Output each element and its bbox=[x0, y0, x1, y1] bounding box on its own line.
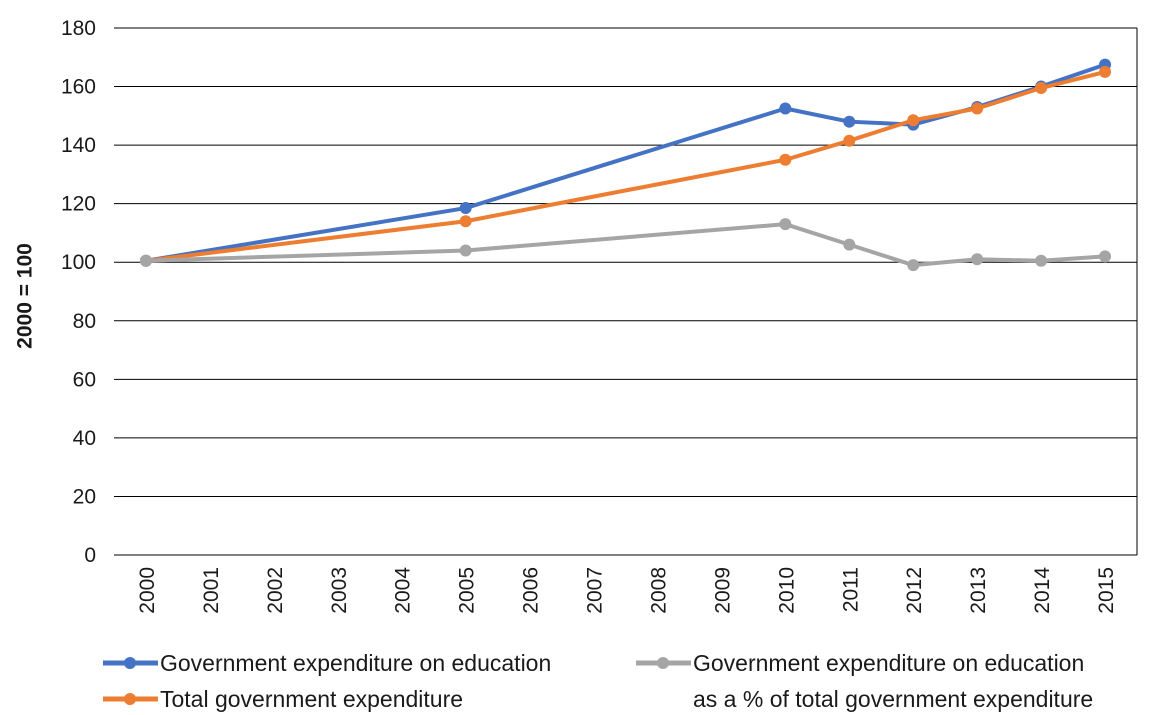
legend-label-total: Total government expenditure bbox=[160, 686, 463, 712]
x-tick-label: 2006 bbox=[520, 567, 543, 614]
data-point bbox=[779, 102, 792, 115]
x-tick-label: 2003 bbox=[328, 567, 351, 614]
legend-item-total: Total government expenditure bbox=[103, 686, 463, 712]
series-2 bbox=[139, 65, 1112, 267]
legend: Government expenditure on education Tota… bbox=[103, 650, 1093, 712]
data-point bbox=[139, 254, 152, 267]
gridlines bbox=[114, 27, 1138, 556]
data-point bbox=[907, 114, 920, 127]
data-point bbox=[843, 238, 856, 251]
x-tick-label: 2001 bbox=[200, 567, 223, 614]
legend-label-share-line1: Government expenditure on education bbox=[693, 650, 1084, 676]
x-tick-label: 2010 bbox=[775, 567, 798, 614]
series-lines bbox=[139, 58, 1112, 272]
data-point bbox=[843, 115, 856, 128]
series-3 bbox=[139, 218, 1112, 272]
y-tick-label: 0 bbox=[84, 544, 96, 567]
x-tick-label: 2000 bbox=[136, 567, 159, 614]
x-tick-labels: 2000 2001 2002 2003 2004 2005 2006 2007 2008 2009… bbox=[136, 567, 1118, 614]
x-tick-label: 2007 bbox=[584, 567, 607, 614]
x-tick-label: 2012 bbox=[903, 567, 926, 614]
legend-swatch-education-marker bbox=[124, 657, 136, 669]
y-tick-label: 140 bbox=[61, 134, 96, 157]
data-point bbox=[843, 134, 856, 147]
y-tick-label: 160 bbox=[61, 76, 96, 99]
x-tick-label: 2005 bbox=[456, 567, 479, 614]
x-tick-label: 2014 bbox=[1031, 567, 1054, 614]
legend-swatch-share-marker bbox=[657, 657, 669, 669]
data-point bbox=[779, 218, 792, 231]
series-line bbox=[143, 69, 1108, 263]
y-tick-label: 80 bbox=[73, 310, 96, 333]
y-tick-labels: 0 20 40 60 80 100 120 140 160 180 bbox=[61, 17, 96, 567]
data-point bbox=[971, 253, 984, 266]
data-point bbox=[459, 202, 472, 215]
y-tick-label: 120 bbox=[61, 193, 96, 216]
data-point bbox=[1035, 254, 1048, 267]
y-axis-title: 2000 = 100 bbox=[14, 243, 37, 349]
data-point bbox=[907, 259, 920, 272]
series-line bbox=[143, 62, 1108, 263]
data-point bbox=[459, 215, 472, 228]
y-tick-label: 60 bbox=[73, 368, 96, 391]
x-tick-label: 2004 bbox=[392, 567, 415, 614]
legend-item-share: Government expenditure on education as a… bbox=[636, 650, 1093, 712]
data-point bbox=[779, 153, 792, 166]
data-point bbox=[1099, 250, 1112, 263]
legend-label-education: Government expenditure on education bbox=[160, 650, 551, 676]
x-tick-label: 2002 bbox=[264, 567, 287, 614]
y-tick-label: 180 bbox=[61, 17, 96, 40]
x-tick-label: 2015 bbox=[1095, 567, 1118, 614]
legend-swatch-total-marker bbox=[124, 693, 136, 705]
legend-item-education: Government expenditure on education bbox=[103, 650, 551, 676]
data-point bbox=[1099, 65, 1112, 78]
x-tick-label: 2008 bbox=[647, 567, 670, 614]
y-tick-label: 20 bbox=[73, 485, 96, 508]
series-line bbox=[143, 222, 1108, 268]
x-tick-label: 2011 bbox=[839, 567, 862, 612]
y-tick-label: 100 bbox=[61, 251, 96, 274]
data-point bbox=[459, 244, 472, 257]
data-point bbox=[1035, 82, 1048, 95]
x-tick-label: 2009 bbox=[711, 567, 734, 614]
legend-label-share-line2: as a % of total government expenditure bbox=[693, 686, 1093, 712]
x-tick-label: 2013 bbox=[967, 567, 990, 614]
y-tick-label: 40 bbox=[73, 427, 96, 450]
data-point bbox=[971, 102, 984, 115]
